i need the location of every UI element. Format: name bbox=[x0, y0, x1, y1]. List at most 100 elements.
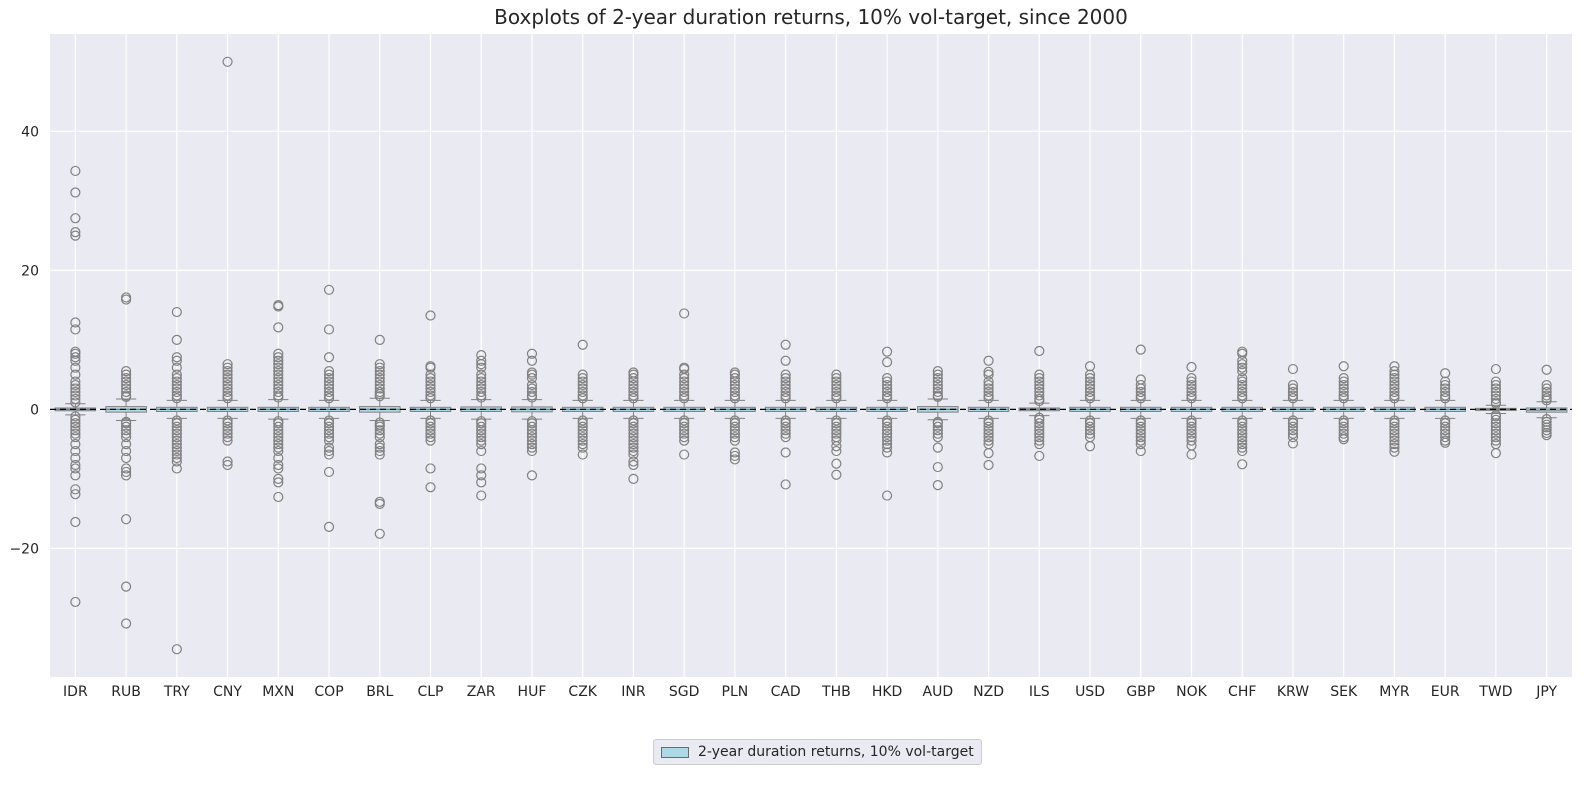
outlier-point bbox=[222, 393, 233, 404]
outlier-point bbox=[881, 357, 893, 368]
outlier-point bbox=[780, 383, 791, 394]
outlier-point bbox=[679, 390, 690, 401]
outlier-point bbox=[1490, 421, 1502, 432]
outlier-point bbox=[1287, 421, 1299, 432]
outlier-point bbox=[323, 324, 335, 335]
outlier-point bbox=[526, 439, 538, 450]
outlier-point bbox=[1490, 448, 1502, 459]
outlier-point bbox=[1237, 439, 1248, 450]
outlier-point bbox=[1034, 390, 1045, 401]
outlier-point bbox=[1541, 416, 1552, 427]
outlier-point bbox=[983, 383, 994, 394]
outlier-point bbox=[70, 489, 81, 500]
outlier-point bbox=[1237, 415, 1248, 426]
outlier-point bbox=[374, 366, 385, 377]
outlier-point bbox=[1440, 421, 1451, 432]
outlier-point bbox=[983, 369, 994, 380]
outlier-point bbox=[70, 165, 81, 177]
outlier-point bbox=[1084, 428, 1096, 439]
outlier-point bbox=[1034, 428, 1045, 439]
outlier-point bbox=[273, 352, 284, 363]
outlier-point bbox=[932, 461, 943, 473]
outlier-point bbox=[1287, 393, 1299, 404]
outlier-point bbox=[273, 386, 284, 398]
outlier-point bbox=[1237, 442, 1248, 453]
outlier-point bbox=[1186, 421, 1197, 432]
outlier-point bbox=[831, 386, 842, 398]
x-tick-label: SEK bbox=[1330, 684, 1358, 700]
outlier-point bbox=[1338, 418, 1349, 429]
outlier-point bbox=[1440, 390, 1451, 401]
outlier-point bbox=[1186, 361, 1197, 373]
outlier-point bbox=[932, 428, 943, 439]
outlier-point bbox=[1135, 393, 1146, 404]
outlier-point bbox=[70, 346, 81, 357]
outlier-point bbox=[831, 369, 842, 380]
outlier-point bbox=[323, 369, 335, 380]
outlier-point bbox=[323, 521, 335, 532]
outlier-point bbox=[425, 415, 436, 426]
outlier-point bbox=[374, 379, 385, 391]
outlier-point bbox=[881, 442, 893, 453]
outlier-point bbox=[780, 418, 791, 429]
outlier-point bbox=[476, 445, 487, 457]
outlier-point bbox=[1389, 415, 1400, 426]
outlier-point bbox=[628, 428, 639, 439]
outlier-point bbox=[679, 308, 690, 319]
outlier-point bbox=[526, 470, 538, 481]
outlier-point bbox=[1084, 379, 1096, 391]
outlier-point bbox=[374, 428, 385, 439]
x-tick-label: MXN bbox=[262, 684, 294, 700]
outlier-point bbox=[374, 528, 385, 539]
outlier-point bbox=[780, 376, 791, 387]
outlier-point bbox=[222, 428, 233, 439]
outlier-point bbox=[1490, 435, 1502, 446]
outlier-point bbox=[323, 428, 335, 439]
outlier-point bbox=[273, 435, 284, 446]
outlier-point bbox=[729, 383, 741, 394]
x-tick-label: AUD bbox=[923, 684, 954, 700]
outlier-point bbox=[1186, 383, 1197, 394]
outlier-point bbox=[120, 425, 132, 436]
outlier-point bbox=[374, 432, 385, 443]
outlier-point bbox=[780, 372, 791, 384]
outlier-point bbox=[171, 352, 182, 363]
outlier-point bbox=[983, 428, 994, 439]
outlier-point bbox=[780, 432, 791, 443]
outlier-point bbox=[1338, 376, 1349, 387]
outlier-point bbox=[1135, 428, 1146, 439]
outlier-point bbox=[1287, 415, 1299, 426]
outlier-point bbox=[577, 339, 588, 350]
x-tick-label: CAD bbox=[771, 684, 801, 700]
outlier-point bbox=[1237, 376, 1248, 387]
outlier-point bbox=[1034, 432, 1045, 443]
outlier-point bbox=[222, 418, 233, 429]
outlier-point bbox=[70, 230, 81, 241]
legend-swatch bbox=[661, 746, 689, 758]
outlier-point bbox=[831, 445, 842, 457]
outlier-point bbox=[526, 442, 538, 453]
outlier-point bbox=[577, 442, 588, 453]
outlier-point bbox=[476, 376, 487, 387]
outlier-point bbox=[577, 428, 588, 439]
legend-label: 2-year duration returns, 10% vol-target bbox=[698, 744, 974, 760]
outlier-point bbox=[273, 359, 284, 370]
outlier-point bbox=[1389, 361, 1400, 372]
outlier-point bbox=[1541, 383, 1552, 394]
outlier-point bbox=[628, 473, 639, 484]
outlier-point bbox=[1034, 372, 1045, 384]
outlier-point bbox=[729, 379, 741, 391]
outlier-point bbox=[1135, 390, 1146, 401]
outlier-point bbox=[729, 450, 741, 462]
outlier-point bbox=[983, 415, 994, 426]
outlier-point bbox=[881, 439, 893, 450]
outlier-point bbox=[526, 372, 538, 384]
outlier-point bbox=[476, 432, 487, 443]
outlier-point bbox=[628, 393, 639, 404]
outlier-point bbox=[1237, 445, 1248, 457]
outlier-point bbox=[628, 367, 639, 378]
y-tick-label: 40 bbox=[21, 124, 39, 140]
outlier-point bbox=[70, 187, 81, 198]
outlier-point bbox=[1135, 421, 1146, 432]
outlier-point bbox=[323, 425, 335, 436]
